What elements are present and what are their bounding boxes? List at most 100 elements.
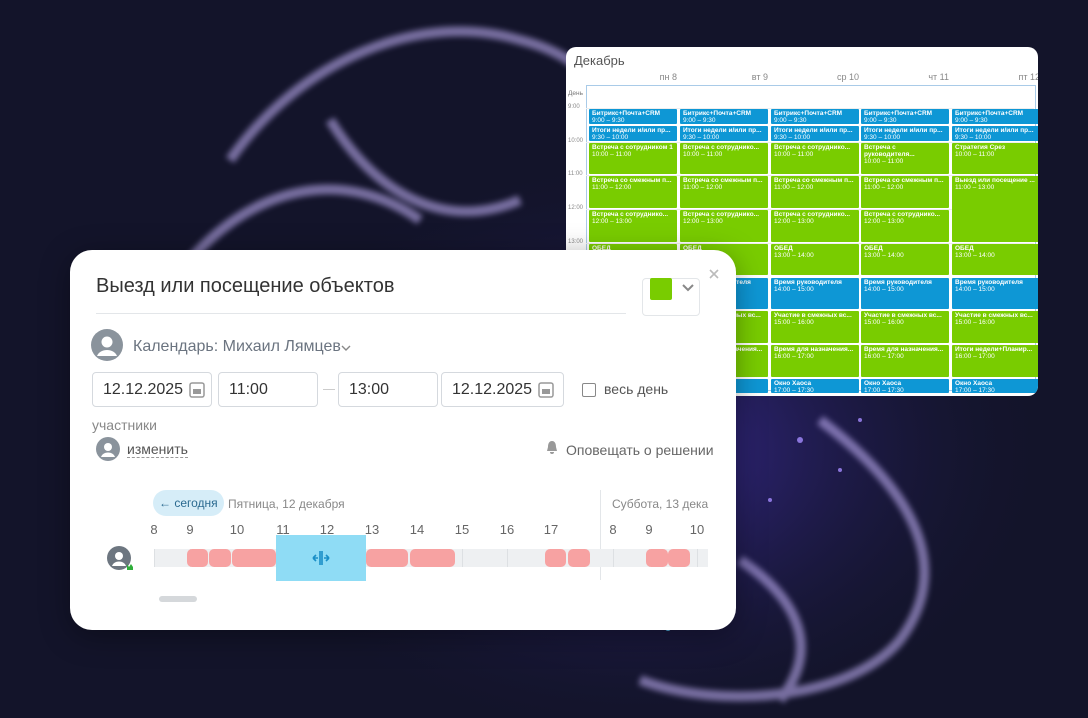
event-title[interactable]: Выезд или посещение ... [955, 177, 1035, 185]
event-title[interactable]: Время для назначения... [774, 345, 854, 353]
today-button[interactable]: ← сегодня [153, 490, 224, 516]
event-dialog: Выезд или посещение объектов Календарь: … [70, 250, 736, 630]
event-title[interactable]: ОБЕД [955, 244, 974, 252]
event-title[interactable]: Встреча с сотрудником 1 [592, 143, 673, 151]
event-title[interactable]: Встреча со смежным п... [864, 177, 944, 185]
event: Итоги недели+Планир... 16:00 – 17:00 [952, 344, 1038, 377]
event-title[interactable]: Встреча с сотруднико... [774, 143, 851, 151]
event-time: 14:00 – 15:00 [864, 285, 904, 293]
hour-label: 8 [150, 522, 158, 537]
event-title[interactable]: Итоги недели и/или пр... [955, 126, 1034, 134]
event-title[interactable]: Битрикс+Почта+CRM [864, 110, 933, 117]
event-time: 9:00 – 9:30 [864, 117, 897, 124]
hour-line [586, 242, 1034, 244]
event-title[interactable]: Окно Хаоса [864, 379, 902, 387]
event-title[interactable]: Время руководителя [864, 278, 932, 286]
event-title[interactable]: Время руководителя [774, 278, 842, 286]
event-title[interactable]: Выезд или посещение объектов [96, 275, 395, 297]
event-title[interactable]: Встреча с сотруднико... [864, 211, 941, 219]
event-title[interactable]: Битрикс+Почта+CRM [955, 110, 1024, 117]
event-title[interactable]: Встреча с руководителя... [864, 143, 915, 158]
event-time: 10:00 – 11:00 [864, 157, 904, 165]
event-title[interactable]: ОБЕД [592, 244, 611, 252]
event-time: 12:00 – 13:00 [683, 218, 723, 226]
bell-icon [547, 441, 557, 454]
calendar-owner[interactable]: Календарь: Михаил Лямцев [133, 338, 341, 355]
event-title[interactable]: Окно Хаоса [774, 379, 812, 387]
event-title[interactable]: Итоги недели и/или пр... [683, 126, 762, 134]
event-time: 13:00 – 14:00 [955, 251, 995, 259]
event: Встреча со смежным п... 11:00 – 12:00 [680, 176, 768, 209]
busy-block [410, 549, 455, 567]
drag-handle [312, 551, 330, 565]
event-title[interactable]: Встреча с сотруднико... [683, 143, 760, 151]
event-title[interactable]: Итоги недели и/или пр... [774, 126, 853, 134]
color-picker[interactable] [642, 278, 700, 316]
week-calendar: Декабрь День пн 8 вт 9 ср 10 чт 11 пт 12 9:00… [566, 47, 1038, 396]
event-time: 11:00 – 13:00 [955, 184, 995, 192]
event-time: 16:00 – 17:00 [774, 352, 814, 360]
close-button[interactable] [708, 268, 720, 280]
event-title[interactable]: Битрикс+Почта+CRM [774, 110, 843, 117]
event-title[interactable]: Битрикс+Почта+CRM [592, 110, 661, 117]
event-time: 10:00 – 11:00 [955, 150, 995, 158]
event-title[interactable]: Время руководителя [955, 278, 1023, 286]
event-time: 9:30 – 10:00 [592, 133, 629, 141]
event-title[interactable]: Участие в смежных вс... [955, 312, 1033, 320]
participants-label: участники [92, 417, 157, 433]
event-time: 9:30 – 10:00 [955, 133, 992, 141]
time-to[interactable]: 13:00 [338, 372, 438, 407]
color-swatch [650, 278, 672, 300]
selection[interactable] [276, 535, 366, 581]
date-from[interactable]: 12.12.2025 [92, 372, 212, 407]
event-title[interactable]: Стратегия Срез [955, 143, 1006, 151]
event-time: 9:00 – 9:30 [592, 117, 625, 124]
event-title[interactable]: Встреча с сотруднико... [683, 211, 760, 219]
event: Битрикс+Почта+CRM 9:00 – 9:30 [861, 109, 949, 124]
event: Встреча с сотруднико... 12:00 – 13:00 [861, 210, 949, 242]
event-title[interactable]: Окно Хаоса [955, 379, 993, 387]
hour-label: 14 [409, 522, 425, 537]
event: Встреча с сотрудником 1 10:00 – 11:00 [589, 142, 677, 175]
notify[interactable]: Оповещать о решении [566, 442, 714, 458]
event-time: 10:00 – 11:00 [592, 150, 632, 158]
event: Встреча с сотруднико... 10:00 – 11:00 [680, 142, 768, 175]
all-day-checkbox[interactable] [582, 383, 596, 397]
avatar [91, 329, 123, 361]
event-time: 14:00 – 15:00 [774, 285, 814, 293]
event-title[interactable]: Встреча с сотруднико... [592, 211, 669, 219]
event-title[interactable]: Время для назначения... [864, 345, 944, 353]
date-to[interactable]: 12.12.2025 [441, 372, 564, 407]
event-title[interactable]: Итоги недели+Планир... [955, 345, 1033, 353]
event-title[interactable]: Битрикс+Почта+CRM [683, 110, 752, 117]
event-time: 17:00 – 17:30 [955, 386, 995, 394]
busy-block [187, 549, 208, 567]
event-title[interactable]: Встреча со смежным п... [592, 177, 672, 185]
event: Битрикс+Почта+CRM 9:00 – 9:30 [589, 109, 677, 124]
event-title[interactable]: Участие в смежных вс... [864, 312, 942, 320]
event-title[interactable]: ОБЕД [864, 244, 883, 252]
change-link[interactable]: изменить [127, 441, 188, 458]
event-time: 10:00 – 11:00 [774, 150, 814, 158]
event-title[interactable]: Встреча со смежным п... [774, 177, 854, 185]
event-title[interactable]: Итоги недели и/или пр... [864, 126, 943, 134]
event-title[interactable]: Итоги недели и/или пр... [592, 126, 671, 134]
event-title[interactable]: ОБЕД [774, 244, 793, 252]
event-time: 11:00 – 12:00 [774, 184, 814, 192]
month: Декабрь [574, 53, 625, 68]
event-title[interactable]: ОБЕД [683, 244, 702, 252]
event-time: 13:00 – 14:00 [774, 251, 814, 259]
event-time: 14:00 – 15:00 [955, 285, 995, 293]
event-title[interactable]: Встреча со смежным п... [683, 177, 763, 185]
time-from[interactable]: 11:00 [218, 372, 318, 407]
calendar-icon [538, 382, 554, 398]
hour-label: 10:00 [568, 137, 584, 144]
event-title[interactable]: Участие в смежных вс... [774, 312, 852, 320]
event-time: 9:00 – 9:30 [774, 117, 807, 124]
event: Битрикс+Почта+CRM 9:00 – 9:30 [680, 109, 768, 124]
event: Итоги недели и/или пр... 9:30 – 10:00 [589, 125, 677, 141]
event-title[interactable]: Встреча с сотруднико... [774, 211, 851, 219]
event-time: 11:00 – 12:00 [592, 184, 632, 192]
